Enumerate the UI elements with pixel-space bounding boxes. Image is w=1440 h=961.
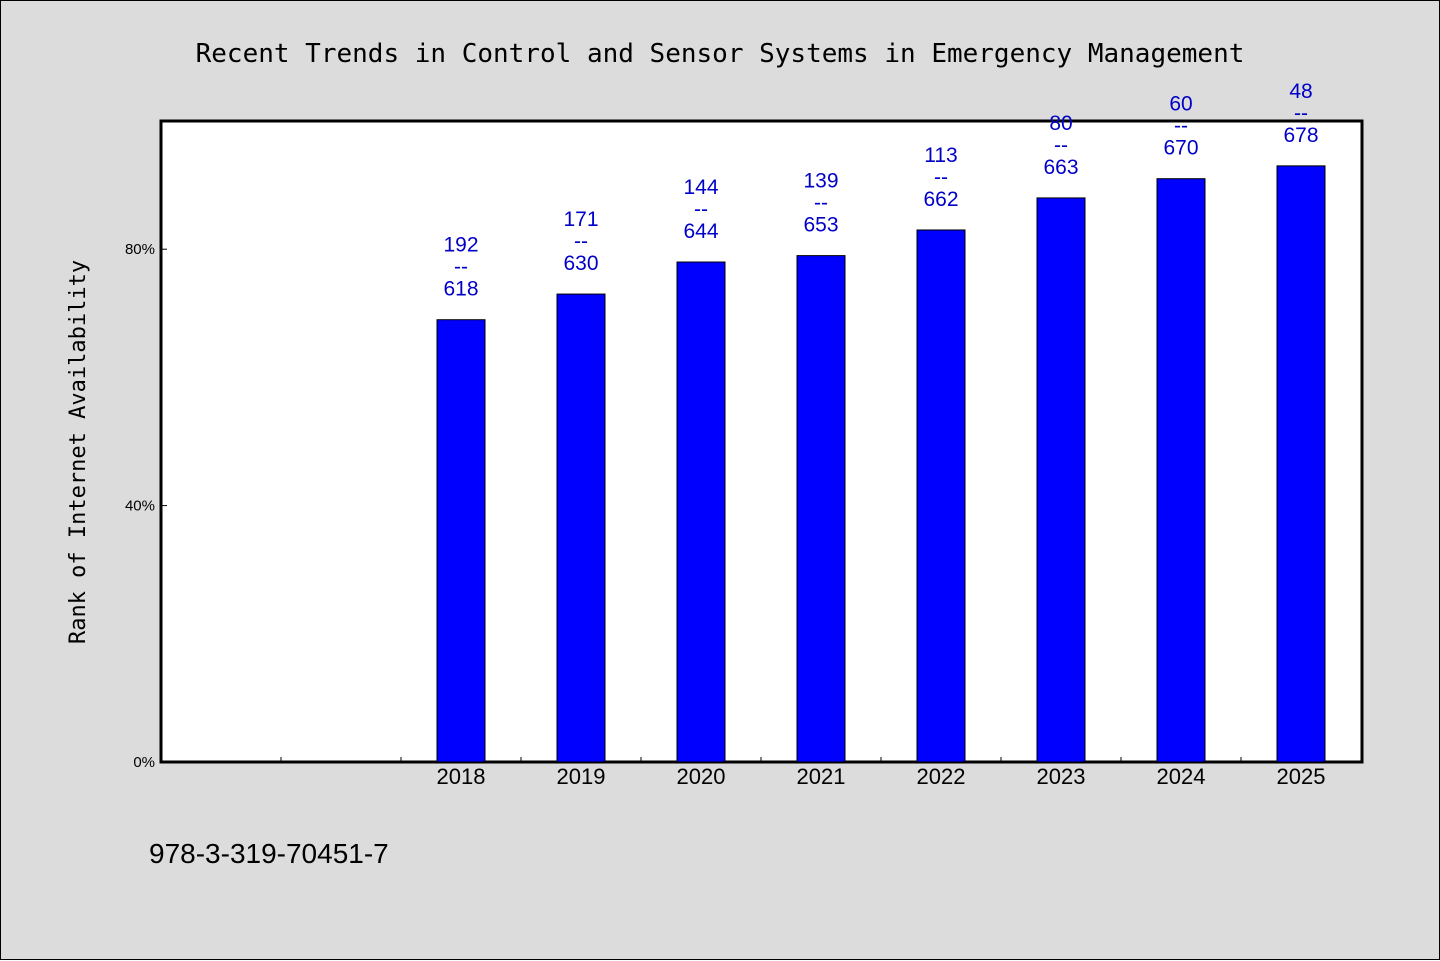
x-tick-label: 2022 <box>917 764 966 789</box>
data-label-separator: -- <box>454 256 468 279</box>
bar-group <box>436 165 1326 763</box>
data-label-separator: -- <box>1054 134 1068 157</box>
data-label-top: 171 <box>563 208 598 231</box>
x-tick-label: 2025 <box>1277 764 1326 789</box>
y-axis-ticks: 0% 40% 80% <box>125 241 167 771</box>
data-label-bottom: 663 <box>1043 156 1078 179</box>
data-label-top: 113 <box>924 144 957 167</box>
data-label-bottom: 670 <box>1163 137 1198 160</box>
bar <box>676 261 726 763</box>
data-label-separator: -- <box>814 192 828 215</box>
data-label-top: 48 <box>1289 80 1312 103</box>
data-label-top: 139 <box>803 170 838 193</box>
x-tick-label: 2021 <box>797 764 846 789</box>
data-label-top: 144 <box>683 176 718 199</box>
data-label-bottom: 618 <box>443 278 478 301</box>
data-label-bottom: 653 <box>803 214 838 237</box>
x-axis-ticks: 2018 2019 2020 2021 2022 2023 2024 2025 <box>280 757 1326 789</box>
data-label-separator: -- <box>1294 102 1308 125</box>
bar <box>436 319 486 763</box>
data-label-top: 192 <box>443 234 478 257</box>
x-tick-label: 2020 <box>677 764 726 789</box>
data-label-top: 80 <box>1049 112 1072 135</box>
data-label-separator: -- <box>694 198 708 221</box>
data-label-group: 192--618171--630144--644139--653113--662… <box>443 80 1318 301</box>
data-label-bottom: 678 <box>1283 124 1318 147</box>
bar <box>916 229 966 763</box>
bar <box>796 255 846 763</box>
x-tick-label: 2024 <box>1157 764 1206 789</box>
y-tick-label: 40% <box>125 498 155 515</box>
footer-isbn: 978-3-319-70451-7 <box>149 838 389 869</box>
data-label-bottom: 662 <box>923 188 958 211</box>
x-tick-label: 2019 <box>557 764 606 789</box>
data-label-bottom: 630 <box>563 252 598 275</box>
y-tick-label: 0% <box>133 754 155 771</box>
chart-title: Recent Trends in Control and Sensor Syst… <box>196 39 1245 69</box>
data-label-separator: -- <box>574 230 588 253</box>
x-tick-label: 2023 <box>1037 764 1086 789</box>
data-label-separator: -- <box>1174 115 1188 138</box>
x-tick-label: 2018 <box>437 764 486 789</box>
bar <box>1036 197 1086 763</box>
data-label-bottom: 644 <box>683 220 718 243</box>
bar <box>1276 165 1326 763</box>
data-label-separator: -- <box>934 166 948 189</box>
bar <box>1156 178 1206 763</box>
data-label-top: 60 <box>1169 93 1192 116</box>
y-axis-label: Rank of Internet Availability <box>66 260 91 644</box>
bar <box>556 293 606 763</box>
y-tick-label: 80% <box>125 241 155 258</box>
